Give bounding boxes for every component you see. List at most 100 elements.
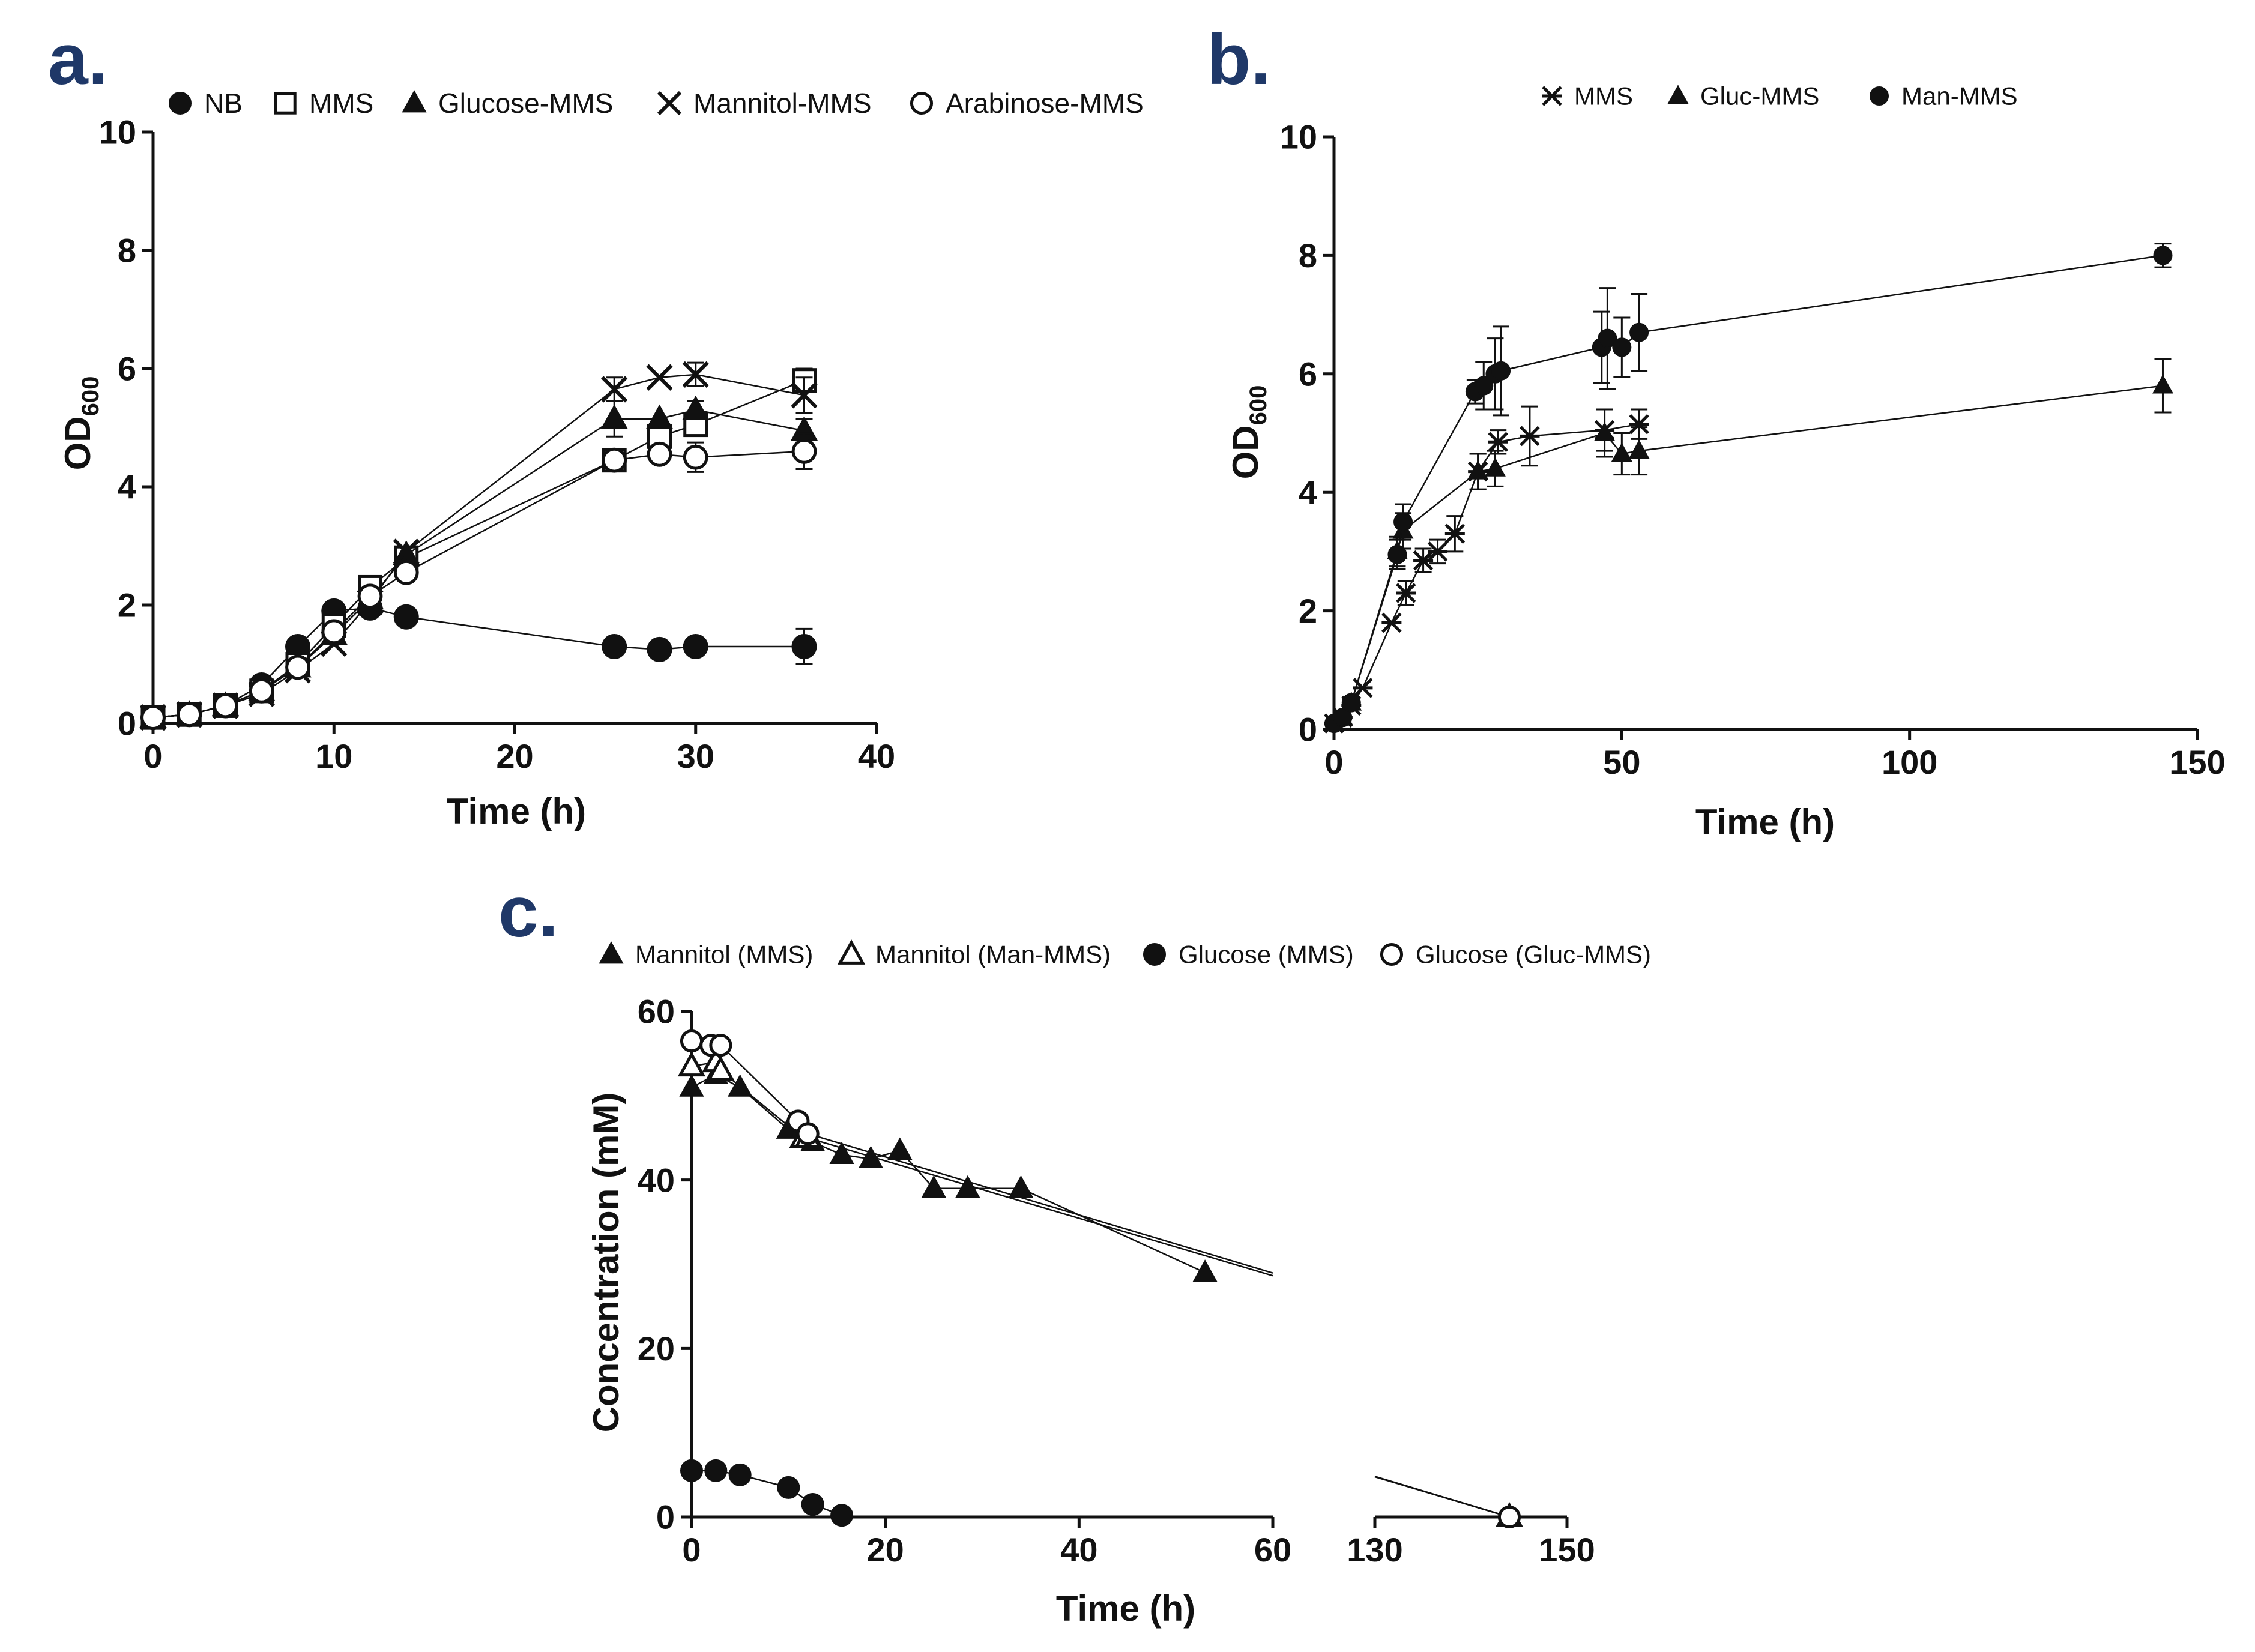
panel-a-x-tick-label-0: 0: [143, 737, 162, 775]
panel-a-point-arabinose-mms-1: [177, 702, 202, 728]
panel-a-series-arabinose-mms: [140, 432, 817, 731]
panel-b-y-tick-label-4: 4: [1299, 474, 1317, 511]
panel-a-legend-marker-glucose-mms: [402, 90, 427, 113]
panel-a-y-tick-label-4: 4: [118, 468, 136, 506]
panel-b-point-man-mms-3: [1387, 544, 1407, 564]
panel-b-y-tick-label-10: 10: [1280, 118, 1317, 156]
panel-c-series-glucose-mms: [680, 1459, 854, 1527]
panel-b-legend-marker-mms: [1542, 86, 1562, 106]
panel-b-point-mms-13: [1629, 414, 1649, 435]
panel-a-y-tick-label-8: 8: [118, 232, 136, 270]
panel-c-series-line-mannitol-man-mms-1: [691, 1061, 1273, 1277]
panel-c-x-tick-label-130: 130: [1347, 1531, 1402, 1569]
panel-b-legend: MMS Gluc-MMS Man-MMS: [1542, 82, 2018, 110]
panel-c-point-glucose-mms-2: [728, 1463, 752, 1486]
panel-c-letter: c.: [498, 872, 558, 952]
panel-b-legend-marker-man-mms: [1870, 86, 1889, 106]
panel-a-plot: 0 10 20 30 40 0 2 4 6 8 10: [99, 113, 895, 775]
panel-a-point-glucose-mms-8: [600, 404, 628, 429]
panel-c-legend-label-mannitol-mms: Mannitol (MMS): [635, 941, 813, 969]
panel-b-series-gluc-mms: [1323, 358, 2173, 732]
panel-b-legend-item-man-mms: Man-MMS: [1870, 82, 2018, 110]
panel-a-legend-label-arabinose-mms: Arabinose-MMS: [946, 88, 1144, 119]
panel-c-point-mannitol-man-mms-0: [677, 1051, 706, 1077]
panel-b-point-gluc-mms-8: [1611, 442, 1632, 462]
panel-b-y-tick-label-2: 2: [1299, 592, 1317, 630]
panel-c-series-line-glucose-gluc-mms-1: [691, 1040, 1273, 1274]
panel-b-plot: 0 50 100 150 0 2 4 6 8 10: [1280, 118, 2226, 781]
panel-b-legend-label-man-mms: Man-MMS: [1901, 82, 2018, 110]
panel-b-point-man-mms-10: [1598, 328, 1617, 348]
panel-a-legend-label-nb: NB: [204, 88, 243, 119]
panel-b-series-line-man-mms: [1333, 255, 2163, 725]
panel-a-point-arabinose-mms-5: [321, 619, 347, 645]
panel-a-legend-marker-nb: [169, 92, 192, 115]
panel-b-series-man-mms: [1324, 243, 2173, 734]
panel-a-point-arabinose-mms-10: [683, 444, 708, 470]
panel-b-legend-marker-gluc-mms: [1667, 85, 1689, 104]
panel-c-series-glucose-gluc-mms: [680, 1029, 1521, 1529]
panel-a-legend-item-nb: NB: [169, 88, 243, 119]
panel-a-x-axis-label: Time (h): [447, 791, 586, 831]
panel-a-point-nb-11: [791, 633, 817, 659]
panel-c-y-tick-label-0: 0: [656, 1498, 675, 1536]
panel-c-point-glucose-mms-0: [680, 1459, 703, 1482]
panel-b-y-tick-label-0: 0: [1299, 711, 1317, 749]
panel-c-series-line-mannitol-mms-1: [691, 1073, 1206, 1274]
panel-a-point-arabinose-mms-9: [647, 441, 672, 467]
panel-b-point-mms-10: [1488, 432, 1508, 453]
panel-c-point-mannitol-mms-8: [921, 1175, 946, 1198]
panel-a-legend-item-arabinose-mms: Arabinose-MMS: [910, 88, 1144, 119]
panel-a-point-arabinose-mms-0: [140, 705, 166, 731]
panel-b-legend-label-gluc-mms: Gluc-MMS: [1700, 82, 1819, 110]
panel-a-y-tick-label-2: 2: [118, 586, 136, 624]
panel-b-y-axis-label: OD600: [1225, 385, 1272, 480]
panel-c-legend-marker-glucose-gluc-mms: [1380, 942, 1404, 966]
panel-c-x-tick-label-150: 150: [1539, 1531, 1595, 1569]
panel-c-y-tick-label-20: 20: [638, 1330, 675, 1367]
panel-c-point-glucose-mms-1: [704, 1459, 728, 1482]
panel-c-legend-item-mannitol-man-mms: Mannitol (Man-MMS): [837, 939, 1111, 969]
panel-b-point-gluc-mms-9: [1628, 439, 1650, 459]
panel-b-legend-item-mms: MMS: [1542, 82, 1633, 110]
panel-a-y-tick-label-6: 6: [118, 350, 136, 388]
panel-a-x-tick-label-30: 30: [677, 737, 714, 775]
panel-c-x-axis-label: Time (h): [1056, 1588, 1195, 1629]
panel-c-point-mannitol-mms-0: [679, 1074, 704, 1097]
panel-b-x-tick-label-100: 100: [1882, 743, 1937, 781]
panel-a-point-arabinose-mms-7: [393, 559, 419, 585]
panel-a-y-tick-label-0: 0: [118, 705, 136, 743]
panel-a-legend-marker-mms: [274, 92, 297, 115]
panel-a-point-mannitol-mms-11: [791, 382, 818, 409]
panel-a-legend-item-glucose-mms: Glucose-MMS: [402, 88, 613, 119]
panel-b-point-man-mms-4: [1393, 512, 1413, 532]
panel-b-point-gluc-mms-6: [1484, 457, 1506, 477]
panel-a-legend-item-mms: MMS: [274, 88, 373, 119]
panel-a-point-arabinose-mms-8: [602, 447, 627, 473]
panel-a-point-mannitol-mms-8: [601, 376, 628, 403]
panel-a-x-tick-label-10: 10: [315, 737, 352, 775]
panel-b-point-mms-4: [1381, 612, 1402, 633]
panel-a-letter: a.: [48, 19, 108, 100]
panel-b-series-line-gluc-mms: [1333, 385, 2163, 725]
panel-c-point-glucose-gluc-mms-2: [709, 1034, 732, 1057]
panel-c-point-mannitol-mms-10: [1008, 1175, 1034, 1198]
panel-a-point-arabinose-mms-6: [357, 583, 383, 609]
panel-b-x-axis-label: Time (h): [1695, 802, 1835, 842]
panel-a-point-nb-9: [647, 636, 672, 662]
panel-b-letter: b.: [1207, 19, 1271, 100]
panel-a-series-glucose-mms: [139, 395, 818, 728]
panel-b-point-mms-11: [1520, 426, 1540, 447]
panel-c-legend-marker-mannitol-mms: [599, 941, 624, 964]
panel-c-legend: Mannitol (MMS) Mannitol (Man-MMS) Glucose …: [599, 939, 1651, 969]
panel-c-legend-label-glucose-gluc-mms: Glucose (Gluc-MMS): [1416, 941, 1651, 969]
panel-a-point-arabinose-mms-3: [249, 678, 274, 704]
panel-b-y-tick-label-8: 8: [1299, 237, 1317, 274]
panel-a-point-nb-10: [683, 633, 708, 659]
panel-a-y-axis-label: OD600: [58, 376, 104, 471]
panel-c-series-mannitol-mms: [679, 1061, 1218, 1282]
panel-a-point-arabinose-mms-11: [791, 439, 817, 464]
panel-b-point-gluc-mms-10: [2152, 374, 2173, 394]
panel-a-point-glucose-mms-10: [682, 395, 710, 420]
